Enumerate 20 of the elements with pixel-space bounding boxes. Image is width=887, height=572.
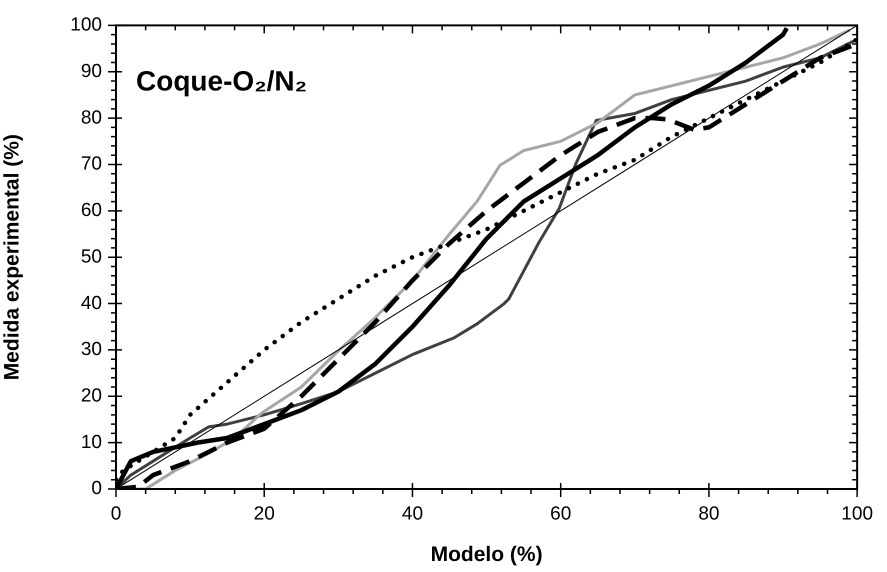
x-axis-title: Modelo (%) — [430, 543, 543, 566]
y-tick-label: 0 — [91, 478, 102, 500]
y-tick-label: 80 — [80, 107, 102, 128]
y-tick-label: 60 — [80, 200, 102, 222]
text: Coque-O₂/N₂ — [136, 65, 308, 96]
x-tick-label: 20 — [254, 504, 275, 525]
y-axis-title: Medida experimental (%) — [0, 134, 24, 380]
y-tick-label: 40 — [80, 292, 102, 314]
x-tick-label: 60 — [550, 504, 572, 525]
y-tick-label: 70 — [80, 154, 102, 175]
x-tick-label: 80 — [698, 504, 720, 525]
y-tick-label: 20 — [80, 386, 102, 407]
x-tick-label: 0 — [110, 504, 122, 525]
y-tick-label: 50 — [80, 246, 102, 268]
y-tick-label: 10 — [80, 432, 102, 453]
x-tick-label: 100 — [841, 504, 873, 525]
y-tick-label: 30 — [80, 339, 102, 360]
y-tick-label: 100 — [70, 14, 102, 36]
x-tick-label: 40 — [402, 504, 424, 525]
y-tick-label: 90 — [80, 60, 102, 82]
